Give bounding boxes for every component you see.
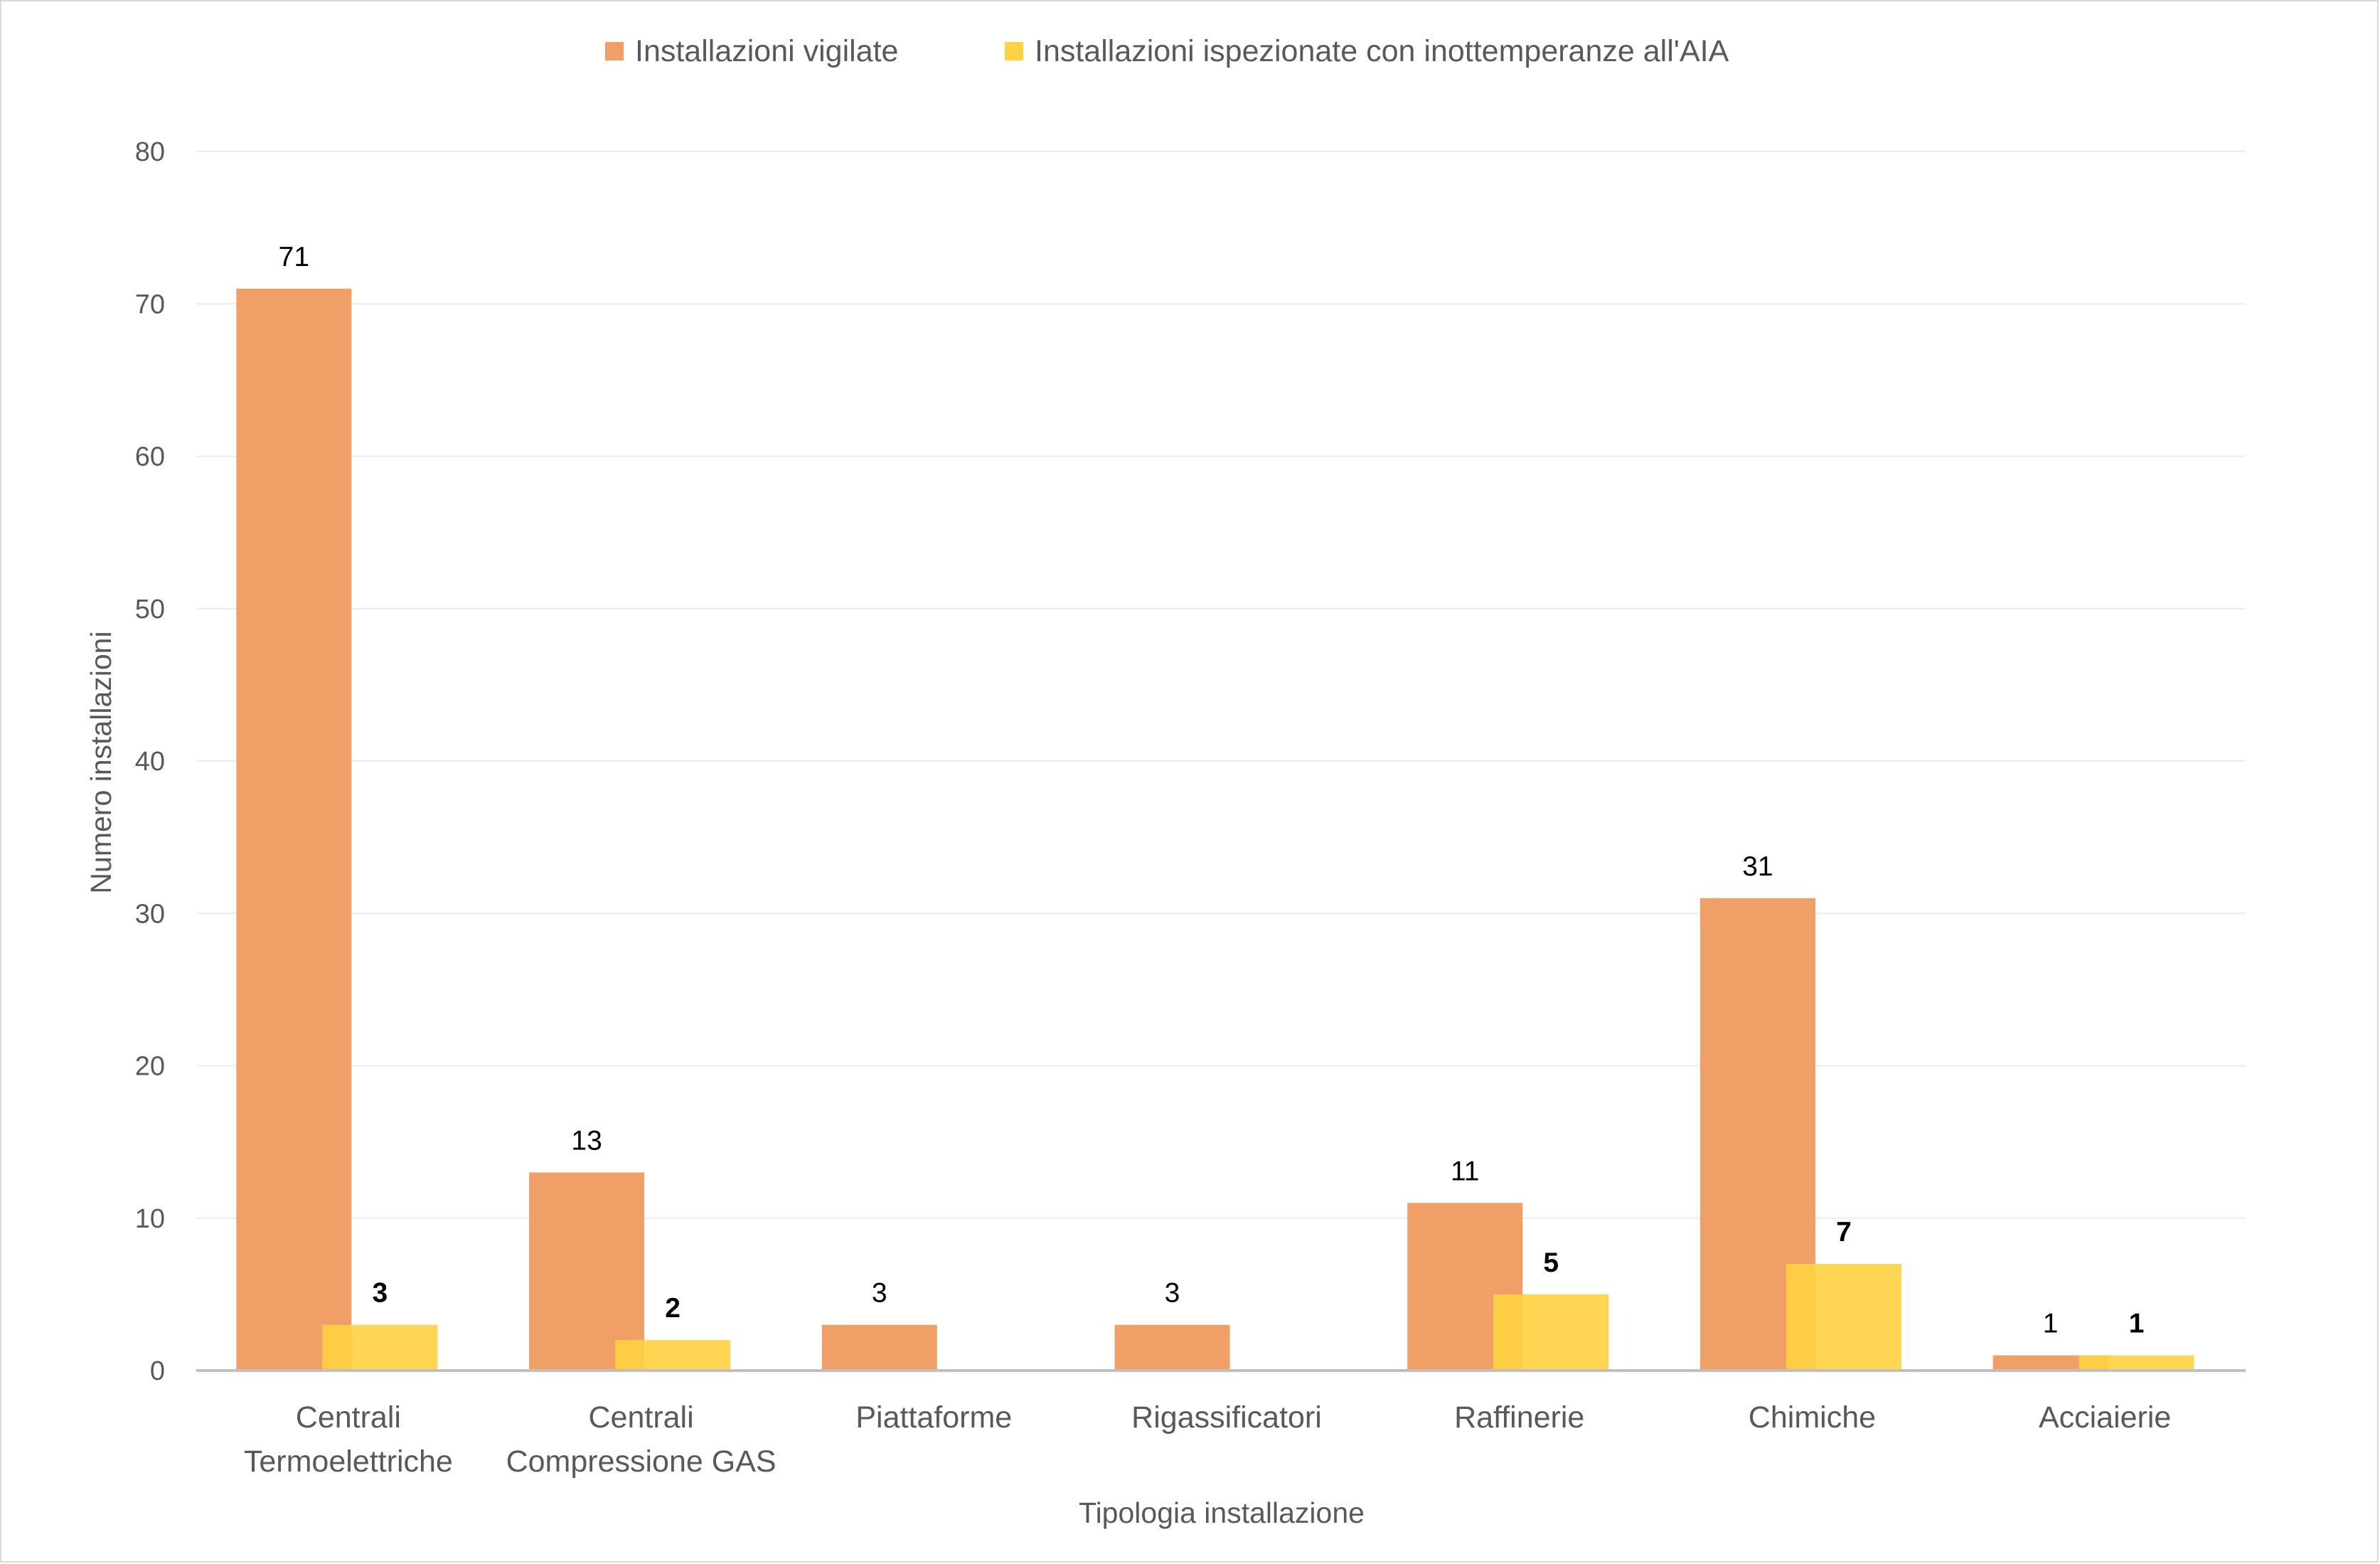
legend-swatch-vigilate bbox=[605, 42, 624, 60]
data-label-vigilate: 3 bbox=[1165, 1278, 1180, 1309]
legend-swatch-ispezionate bbox=[1005, 42, 1023, 60]
bars bbox=[236, 288, 2194, 1371]
bar-ispezionate bbox=[322, 1324, 438, 1371]
x-category-label-line: Termoelettriche bbox=[244, 1445, 453, 1479]
x-axis-title: Tipologia installazione bbox=[1079, 1496, 1365, 1529]
data-label-vigilate: 71 bbox=[279, 242, 309, 272]
data-label-ispezionate: 2 bbox=[665, 1293, 681, 1324]
legend-label-ispezionate: Installazioni ispezionate con inottemper… bbox=[1035, 34, 1729, 68]
bar-vigilate bbox=[821, 1324, 937, 1371]
x-category-label-line: Raffinerie bbox=[1454, 1400, 1584, 1435]
y-tick-label: 70 bbox=[135, 289, 165, 319]
x-category-label: Rigassificatori bbox=[1131, 1400, 1322, 1435]
y-tick-label: 10 bbox=[135, 1204, 165, 1234]
data-label-ispezionate: 3 bbox=[373, 1278, 388, 1309]
y-tick-label: 20 bbox=[135, 1052, 165, 1082]
y-tick-label: 30 bbox=[135, 899, 165, 929]
bar-vigilate bbox=[529, 1172, 645, 1371]
x-category-label: Acciaierie bbox=[2039, 1400, 2171, 1435]
x-category-label: Centrali Compressione GAS bbox=[506, 1400, 777, 1479]
legend: Installazioni vigilate Installazioni isp… bbox=[605, 34, 1729, 68]
x-category-label: Chimiche bbox=[1749, 1400, 1876, 1435]
x-category-label-line: Chimiche bbox=[1749, 1400, 1876, 1435]
x-category-label: Raffinerie bbox=[1454, 1400, 1584, 1435]
y-tick-label: 80 bbox=[135, 137, 165, 167]
x-category-label-line: Rigassificatori bbox=[1131, 1400, 1322, 1435]
bar-ispezionate bbox=[2079, 1355, 2194, 1371]
y-tick-label: 50 bbox=[135, 595, 165, 624]
bar-vigilate bbox=[236, 288, 352, 1371]
data-label-ispezionate: 1 bbox=[2129, 1309, 2145, 1339]
x-category-label-line: Centrali bbox=[296, 1400, 401, 1435]
bar-ispezionate bbox=[615, 1340, 731, 1371]
legend-label-vigilate: Installazioni vigilate bbox=[635, 34, 898, 68]
data-label-vigilate: 13 bbox=[571, 1125, 602, 1156]
gridlines bbox=[196, 151, 2246, 1219]
data-label-vigilate: 11 bbox=[1451, 1156, 1480, 1186]
bar-vigilate bbox=[1114, 1324, 1230, 1371]
data-label-vigilate: 1 bbox=[2043, 1309, 2059, 1339]
x-axis-category-labels: Centrali Termoelettriche Centrali Compressi… bbox=[244, 1400, 2171, 1479]
x-category-label: Centrali Termoelettriche bbox=[244, 1400, 453, 1479]
x-category-label-line: Centrali bbox=[588, 1400, 693, 1435]
x-category-label-line: Acciaierie bbox=[2039, 1400, 2171, 1435]
x-category-label-line: Compressione GAS bbox=[506, 1445, 777, 1479]
data-label-ispezionate: 7 bbox=[1836, 1217, 1852, 1248]
y-tick-label: 0 bbox=[150, 1356, 165, 1386]
data-label-vigilate: 31 bbox=[1742, 851, 1773, 882]
data-label-ispezionate: 5 bbox=[1543, 1248, 1559, 1278]
x-category-label: Piattaforme bbox=[855, 1400, 1012, 1435]
bar-ispezionate bbox=[1786, 1264, 1901, 1371]
bar-ispezionate bbox=[1493, 1294, 1609, 1371]
data-label-vigilate: 3 bbox=[872, 1278, 887, 1309]
y-axis-ticks: 0 10 20 30 40 50 60 70 80 bbox=[135, 137, 165, 1386]
y-tick-label: 60 bbox=[135, 442, 165, 472]
y-tick-label: 40 bbox=[135, 747, 165, 777]
y-axis-title: Numero installazioni bbox=[85, 631, 117, 893]
x-category-label-line: Piattaforme bbox=[855, 1400, 1012, 1435]
